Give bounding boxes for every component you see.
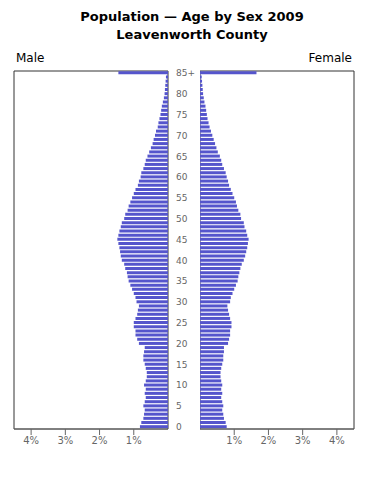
html-text:Leavenworth County: Leavenworth County (116, 27, 268, 42)
svg-text:1%: 1% (126, 435, 142, 446)
svg-text:0: 0 (176, 422, 182, 432)
svg-text:20: 20 (176, 339, 188, 349)
svg-text:1%: 1% (226, 435, 242, 446)
svg-text:45: 45 (176, 235, 187, 245)
svg-text:3%: 3% (295, 435, 311, 446)
svg-text:3%: 3% (57, 435, 73, 446)
svg-text:70: 70 (176, 131, 188, 141)
svg-text:50: 50 (176, 214, 188, 224)
svg-text:2%: 2% (261, 435, 277, 446)
svg-text:4%: 4% (329, 435, 345, 446)
svg-text:35: 35 (176, 276, 187, 286)
svg-text:75: 75 (176, 110, 187, 120)
svg-text:25: 25 (176, 318, 187, 328)
svg-text:30: 30 (176, 297, 188, 307)
svg-text:10: 10 (176, 380, 188, 390)
svg-text:60: 60 (176, 172, 188, 182)
html-text:Population — Age by Sex 2009: Population — Age by Sex 2009 (80, 9, 304, 24)
svg-text:85+: 85+ (176, 68, 195, 78)
svg-text:2%: 2% (92, 435, 108, 446)
svg-text:5: 5 (176, 401, 182, 411)
html-text:Male: Male (16, 51, 45, 65)
svg-text:4%: 4% (23, 435, 39, 446)
svg-text:65: 65 (176, 152, 187, 162)
svg-text:55: 55 (176, 193, 187, 203)
svg-text:40: 40 (176, 256, 188, 266)
svg-text:80: 80 (176, 89, 188, 99)
svg-text:15: 15 (176, 360, 187, 370)
html-text:Female: Female (308, 51, 352, 65)
